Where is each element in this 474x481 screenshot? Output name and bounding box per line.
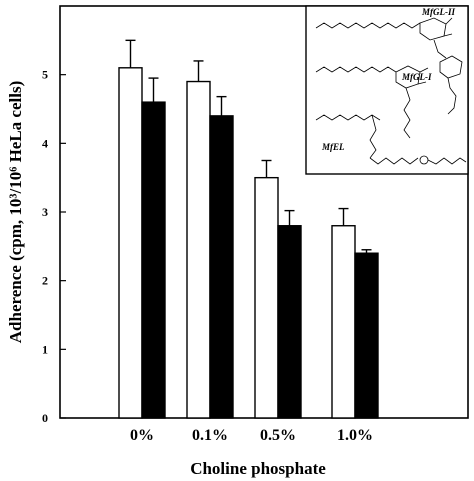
y-axis-title: Adherence (cpm, 10³/10⁶ HeLa cells): [6, 81, 25, 343]
inset-structures: MfGL-II MfGL-I MfEL: [305, 5, 469, 175]
x-tick-label: 1.0%: [337, 427, 373, 444]
y-tick-label: 5: [42, 68, 48, 82]
x-tick-label: 0.5%: [260, 427, 296, 444]
y-tick-label: 1: [42, 342, 48, 356]
bar: [209, 115, 234, 419]
x-tick-label: 0.1%: [192, 427, 228, 444]
bar: [331, 225, 356, 419]
inset-label-mfel: MfEL: [321, 142, 345, 152]
bar: [254, 176, 279, 419]
structure-mfgl-i: [315, 65, 429, 139]
bar: [118, 67, 143, 419]
y-tick-label: 4: [42, 136, 48, 150]
bar: [354, 252, 379, 419]
structure-mfel: [315, 114, 467, 165]
y-tick-label: 2: [42, 274, 48, 288]
x-axis: 0% 0.1% 0.5% 1.0%: [130, 427, 373, 444]
y-tick-label: 3: [42, 205, 48, 219]
structure-mfgl-ii: [315, 17, 463, 115]
bar: [141, 101, 166, 419]
inset-frame: [305, 5, 469, 175]
x-axis-title: Choline phosphate: [190, 459, 326, 478]
inset-label-mfgl-i: MfGL-I: [401, 72, 432, 82]
y-axis: 0 1 2 3 4 5: [42, 68, 66, 425]
inset-label-mfgl-ii: MfGL-II: [421, 7, 455, 17]
bar: [277, 225, 302, 419]
y-tick-label: 0: [42, 411, 48, 425]
bars-group: [118, 39, 379, 419]
bar: [186, 80, 211, 419]
x-tick-label: 0%: [130, 427, 154, 444]
